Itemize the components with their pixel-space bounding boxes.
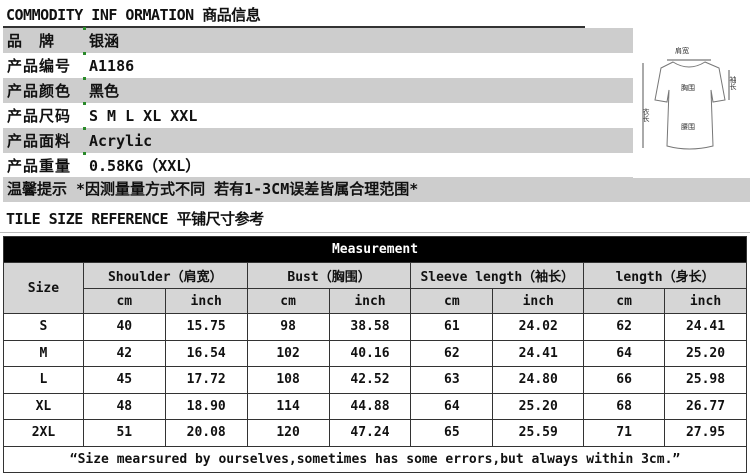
value-cell: 20.08 [164,419,248,447]
unit-header: cm [82,288,166,314]
info-value: S M L XL XXL [89,106,198,125]
value-cell: 61 [410,313,494,341]
info-label: 品 牌 [3,27,89,51]
title-divider [3,26,585,28]
value-cell: 114 [246,392,330,420]
value-cell: 62 [410,339,494,367]
diagram-waist-label: 腰围 [681,123,695,131]
value-cell: 45 [82,366,166,394]
value-cell: 24.41 [664,313,747,341]
value-cell: 42 [82,339,166,367]
value-cell: 65 [410,419,494,447]
info-value: 银涵 [89,32,120,50]
info-row: 产品尺码 S M L XL XXL [3,102,633,128]
info-label: 产品面料 [3,127,89,151]
value-cell: 64 [583,339,666,367]
info-label: 产品尺码 [3,102,89,126]
info-value: Acrylic [89,131,153,150]
size-cell: 2XL [3,419,84,447]
value-cell: 40.16 [328,339,412,367]
info-label: 产品重量 [3,152,89,176]
value-cell: 15.75 [164,313,248,341]
value-cell: 68 [583,392,666,420]
value-cell: 63 [410,366,494,394]
info-label: 产品编号 [3,52,89,76]
value-cell: 108 [246,366,330,394]
subtitle-divider [0,232,750,233]
size-cell: XL [3,392,84,420]
diagram-bust-label: 胸围 [681,83,695,92]
value-cell: 25.20 [664,339,747,367]
commodity-info-title: COMMODITY INF ORMATION 商品信息 [6,6,261,24]
value-cell: 102 [246,339,330,367]
value-cell: 26.77 [664,392,747,420]
column-group-header: Shoulder（肩宽） [82,262,248,289]
value-cell: 25.98 [664,366,747,394]
value-cell: 44.88 [328,392,412,420]
value-cell: 16.54 [164,339,248,367]
value-cell: 64 [410,392,494,420]
info-row: 产品面料 Acrylic [3,127,633,153]
unit-header: inch [492,288,585,314]
value-cell: 40 [82,313,166,341]
value-cell: 120 [246,419,330,447]
value-cell: 18.90 [164,392,248,420]
diagram-shoulder-label: 肩宽 [675,46,689,55]
size-cell: M [3,339,84,367]
size-cell: S [3,313,84,341]
value-cell: 66 [583,366,666,394]
diagram-sleeve-label: 袖长 [729,75,737,91]
size-reference-title: TILE SIZE REFERENCE 平铺尺寸参考 [6,210,264,228]
value-cell: 62 [583,313,666,341]
value-cell: 42.52 [328,366,412,394]
info-row: 产品编号 A1186 [3,52,633,78]
column-group-header: Bust（胸围） [246,262,412,289]
unit-header: cm [410,288,494,314]
info-row: 品 牌银涵 [3,27,633,53]
info-value: 黑色 [89,82,120,100]
info-value: A1186 [89,56,135,75]
garment-diagram: 肩宽 衣长 袖长 胸围 腰围 [633,28,750,178]
info-row: 产品重量 0.58KG（XXL） [3,152,633,178]
size-table: Measurement Size Shoulder（肩宽） Bust（胸围） Slee… [3,236,747,473]
value-cell: 17.72 [164,366,248,394]
value-cell: 38.58 [328,313,412,341]
warm-tip: 温馨提示 *因测量量方式不同 若有1-3CM误差皆属合理范围* [3,177,750,202]
value-cell: 24.02 [492,313,585,341]
diagram-length-label: 衣长 [642,107,650,123]
column-group-header: Sleeve length（袖长） [410,262,585,289]
table-row: 2XL 51 20.08 120 47.24 65 25.59 71 27.95 [3,419,747,447]
unit-header: inch [328,288,412,314]
value-cell: 25.20 [492,392,585,420]
table-title: Measurement [3,236,747,263]
value-cell: 48 [82,392,166,420]
value-cell: 25.59 [492,419,585,447]
unit-header: inch [164,288,248,314]
info-label: 产品颜色 [3,77,89,101]
size-header: Size [3,262,84,314]
unit-header: cm [583,288,666,314]
info-row: 产品颜色 黑色 [3,77,633,103]
table-row: M 42 16.54 102 40.16 62 24.41 64 25.20 [3,339,747,367]
table-row: XL 48 18.90 114 44.88 64 25.20 68 26.77 [3,392,747,420]
table-row: S 40 15.75 98 38.58 61 24.02 62 24.41 [3,313,747,341]
value-cell: 98 [246,313,330,341]
value-cell: 24.80 [492,366,585,394]
column-group-header: length（身长） [583,262,747,289]
table-row: L 45 17.72 108 42.52 63 24.80 66 25.98 [3,366,747,394]
value-cell: 71 [583,419,666,447]
unit-header: inch [664,288,747,314]
table-footnote: “Size mearsured by ourselves,sometimes h… [3,445,747,473]
value-cell: 27.95 [664,419,747,447]
size-cell: L [3,366,84,394]
value-cell: 24.41 [492,339,585,367]
value-cell: 51 [82,419,166,447]
unit-header: cm [246,288,330,314]
value-cell: 47.24 [328,419,412,447]
info-value: 0.58KG（XXL） [89,157,201,175]
